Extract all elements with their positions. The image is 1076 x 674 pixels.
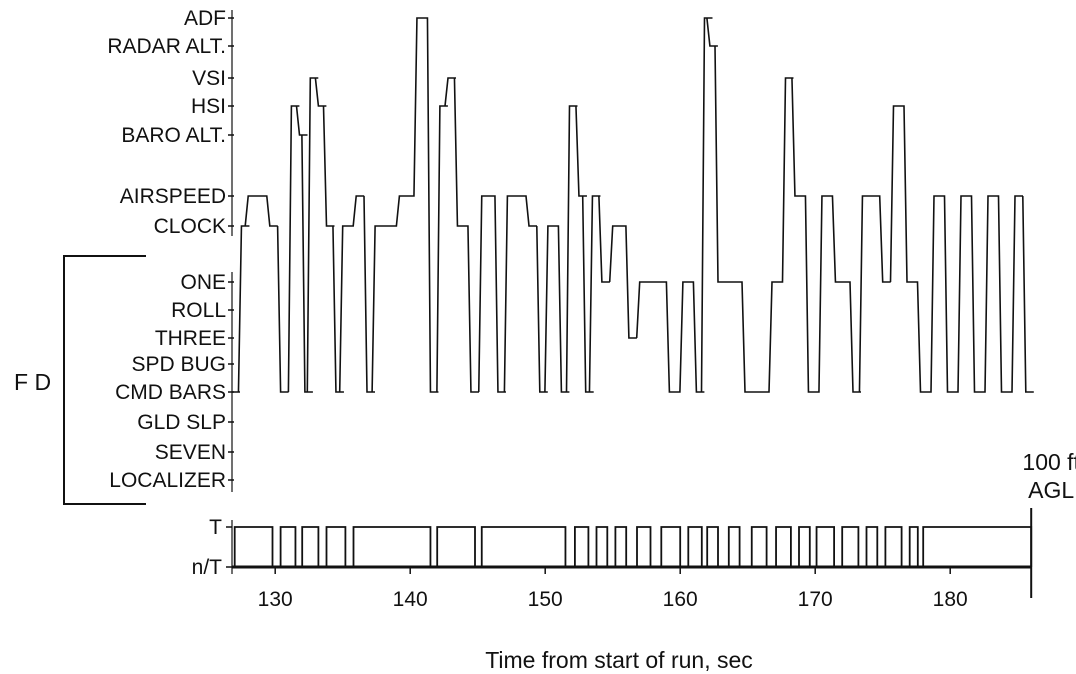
instrument-label: ONE bbox=[180, 271, 226, 294]
instrument-label: THREE bbox=[155, 327, 226, 350]
t-state-block bbox=[279, 526, 297, 567]
end-marker-label: 100 ft bbox=[1022, 449, 1076, 475]
instrument-label: VSI bbox=[192, 67, 226, 90]
instrument-label: SEVEN bbox=[155, 441, 226, 464]
x-axis-title: Time from start of run, sec bbox=[485, 647, 753, 673]
t-state-block bbox=[233, 526, 274, 567]
instrument-label: AIRSPEED bbox=[120, 185, 226, 208]
t-state-block bbox=[480, 526, 567, 567]
nt-level-label: n/T bbox=[192, 556, 223, 579]
t-state-block bbox=[865, 526, 879, 567]
instrument-label: GLD SLP bbox=[137, 411, 226, 434]
instrument-label: LOCALIZER bbox=[109, 469, 226, 492]
instrument-label: CMD BARS bbox=[115, 381, 226, 404]
instrument-label: HSI bbox=[191, 95, 226, 118]
t-state-block bbox=[775, 526, 792, 567]
t-state-block bbox=[750, 526, 768, 567]
fd-bracket-line bbox=[63, 255, 146, 505]
instrument-label: SPD BUG bbox=[131, 353, 226, 376]
fd-bracket bbox=[63, 255, 146, 505]
instrument-ticks bbox=[228, 10, 234, 492]
instrument-label: CLOCK bbox=[154, 215, 226, 238]
t-state-blocks bbox=[233, 526, 1033, 567]
t-state-block bbox=[352, 526, 432, 567]
instrument-label: ROLL bbox=[171, 299, 226, 322]
t-state-block bbox=[706, 526, 719, 567]
t-level-label: T bbox=[209, 516, 222, 539]
t-state-block bbox=[436, 526, 476, 567]
x-tick-label: 150 bbox=[528, 588, 563, 611]
t-state-block bbox=[574, 526, 590, 567]
x-tick-label: 130 bbox=[258, 588, 293, 611]
x-tick-label: 140 bbox=[393, 588, 428, 611]
t-state-block bbox=[841, 526, 860, 567]
end-marker-label: AGL bbox=[1028, 477, 1074, 503]
t-state-block bbox=[727, 526, 741, 567]
instrument-scan-line bbox=[232, 17, 1034, 393]
fd-group-label: F D bbox=[14, 369, 51, 395]
x-tick-label: 160 bbox=[663, 588, 698, 611]
t-state-block bbox=[922, 526, 1033, 567]
t-state-block bbox=[908, 526, 919, 567]
t-state-block bbox=[660, 526, 682, 567]
t-state-block bbox=[884, 526, 903, 567]
instrument-label: ADF bbox=[184, 7, 226, 30]
x-tick-label: 170 bbox=[798, 588, 833, 611]
instrument-label: BARO ALT. bbox=[121, 124, 226, 147]
t-state-axes: Tn/T bbox=[192, 516, 1032, 579]
t-state-block bbox=[815, 526, 835, 567]
x-axis-ticks: 130 140 150 160 170 180 bbox=[258, 567, 968, 611]
instrument-labels: ADF RADAR ALT. VSI HSI BARO ALT. AIRSPEED CLOC… bbox=[107, 7, 226, 492]
t-state-block bbox=[636, 526, 652, 567]
x-tick-label: 180 bbox=[933, 588, 968, 611]
t-state-block bbox=[595, 526, 609, 567]
t-state-block bbox=[798, 526, 811, 567]
t-state-block bbox=[614, 526, 628, 567]
t-state-block bbox=[325, 526, 347, 567]
instrument-label: RADAR ALT. bbox=[107, 35, 226, 58]
t-state-block bbox=[687, 526, 703, 567]
t-state-block bbox=[301, 526, 320, 567]
